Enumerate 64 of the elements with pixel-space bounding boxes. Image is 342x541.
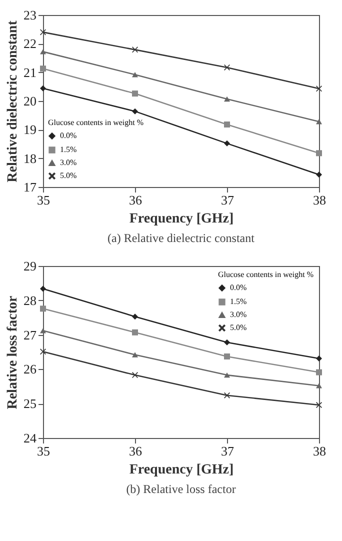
point (316, 369, 322, 376)
legend-label: 1.5% (230, 297, 247, 306)
point (316, 356, 322, 362)
point (132, 90, 138, 97)
legend-label: 3.0% (230, 310, 247, 319)
y-tick-label: 28 (24, 292, 36, 308)
point (224, 64, 230, 70)
legend-title: Glucose contents in weight % (48, 118, 144, 127)
x-tick-label: 37 (221, 192, 234, 208)
text: (a) Relative dielectric constant (108, 231, 256, 245)
x-tick-label: 35 (37, 444, 50, 458)
point (132, 314, 138, 320)
point (224, 353, 230, 360)
y-tick-label: 17 (24, 180, 37, 194)
legend-label: 3.0% (60, 158, 77, 167)
y-tick-label: 29 (24, 258, 36, 274)
legend-label: 5.0% (60, 171, 77, 180)
point (316, 172, 322, 178)
point (40, 306, 46, 312)
point (224, 96, 230, 102)
text: (b) Relative loss factor (126, 482, 236, 496)
legend-label: 0.0% (60, 131, 77, 140)
x-axis-title: Frequency [GHz] (129, 462, 234, 478)
x-tick-label: 38 (313, 444, 326, 458)
point (224, 122, 230, 128)
y-tick-label: 23 (24, 8, 36, 22)
point (40, 49, 46, 54)
point (224, 339, 230, 346)
x-axis-title: Frequency [GHz] (129, 212, 234, 226)
point (40, 286, 46, 292)
y-tick-label: 18 (24, 150, 36, 166)
x-tick-label: 37 (221, 444, 234, 458)
point (316, 383, 322, 388)
point (224, 140, 230, 146)
y-tick-label: 22 (24, 36, 36, 52)
legend-label: 5.0% (230, 323, 247, 332)
legend-label: 0.0% (230, 283, 247, 292)
y-tick-label: 25 (24, 396, 36, 412)
y-tick-label: 26 (24, 362, 37, 377)
y-tick-label: 19 (24, 122, 36, 138)
legend-title: Glucose contents in weight % (218, 270, 314, 279)
point (224, 372, 230, 378)
point (40, 66, 46, 72)
point (316, 119, 322, 124)
point (316, 402, 322, 408)
x-tick-label: 36 (129, 192, 142, 208)
legend-label: 1.5% (60, 145, 77, 154)
x-tick-label: 36 (129, 444, 142, 458)
point (132, 72, 138, 78)
point (40, 328, 46, 334)
y-tick-label: 24 (24, 430, 37, 446)
y-tick-label: 21 (24, 64, 36, 80)
point (132, 372, 138, 378)
point (132, 329, 138, 336)
point (132, 108, 138, 114)
y-axis-title: Relative dielectric constant (6, 20, 20, 182)
x-tick-label: 38 (313, 192, 326, 208)
point (316, 150, 322, 156)
y-tick-label: 20 (24, 94, 36, 108)
point (40, 85, 46, 92)
y-tick-label: 27 (24, 327, 37, 342)
y-axis-title: Relative loss factor (6, 296, 20, 410)
point (132, 352, 138, 358)
x-tick-label: 35 (37, 192, 50, 208)
